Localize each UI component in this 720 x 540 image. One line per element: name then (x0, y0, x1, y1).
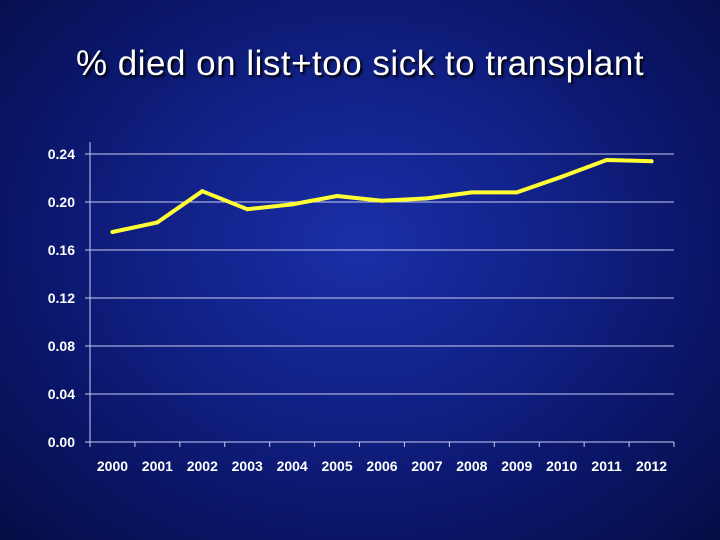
x-tick-label: 2002 (187, 458, 218, 474)
y-tick-label: 0.16 (48, 242, 75, 258)
x-tick-label: 2004 (277, 458, 308, 474)
x-tick-label: 2011 (591, 458, 622, 474)
axes (89, 142, 674, 443)
data-point (245, 207, 250, 212)
x-tick-label: 2010 (546, 458, 577, 474)
data-point (200, 189, 205, 194)
data-point (155, 220, 160, 225)
x-tick-label: 2008 (456, 458, 487, 474)
x-tick-label: 2003 (232, 458, 263, 474)
data-point (469, 190, 474, 195)
data-point (604, 158, 609, 162)
data-point (290, 202, 295, 207)
x-tick-label: 2000 (97, 458, 128, 474)
data-point (335, 194, 340, 198)
series-layer (110, 158, 654, 234)
series-line (110, 158, 654, 234)
x-tick-label: 2001 (142, 458, 173, 474)
y-tick-label: 0.20 (48, 194, 75, 210)
x-tick-label: 2006 (366, 458, 397, 474)
y-tick-label: 0.24 (48, 146, 75, 162)
data-point (424, 196, 429, 201)
data-point (649, 159, 654, 164)
data-point (110, 230, 115, 234)
y-tick-label: 0.04 (48, 386, 75, 402)
y-tick-label: 0.08 (48, 338, 75, 354)
chart-title: % died on list+too sick to transplant (75, 44, 645, 83)
x-tick-label: 2012 (636, 458, 667, 474)
y-axis-ticks: 0.00 0.04 0.08 0.12 0.16 0.20 0.24 (48, 146, 90, 450)
data-point (559, 174, 564, 179)
x-tick-label: 2005 (321, 458, 352, 474)
gridlines (90, 153, 674, 395)
data-point (380, 198, 384, 203)
data-point (514, 190, 519, 195)
x-tick-label: 2007 (411, 458, 442, 474)
y-tick-label: 0.12 (48, 290, 75, 306)
x-axis-ticks: 2000 2001 2002 2003 2004 2005 2006 2007 2008 2009… (89, 442, 675, 474)
x-tick-label: 2009 (501, 458, 532, 474)
y-tick-label: 0.00 (48, 434, 75, 450)
